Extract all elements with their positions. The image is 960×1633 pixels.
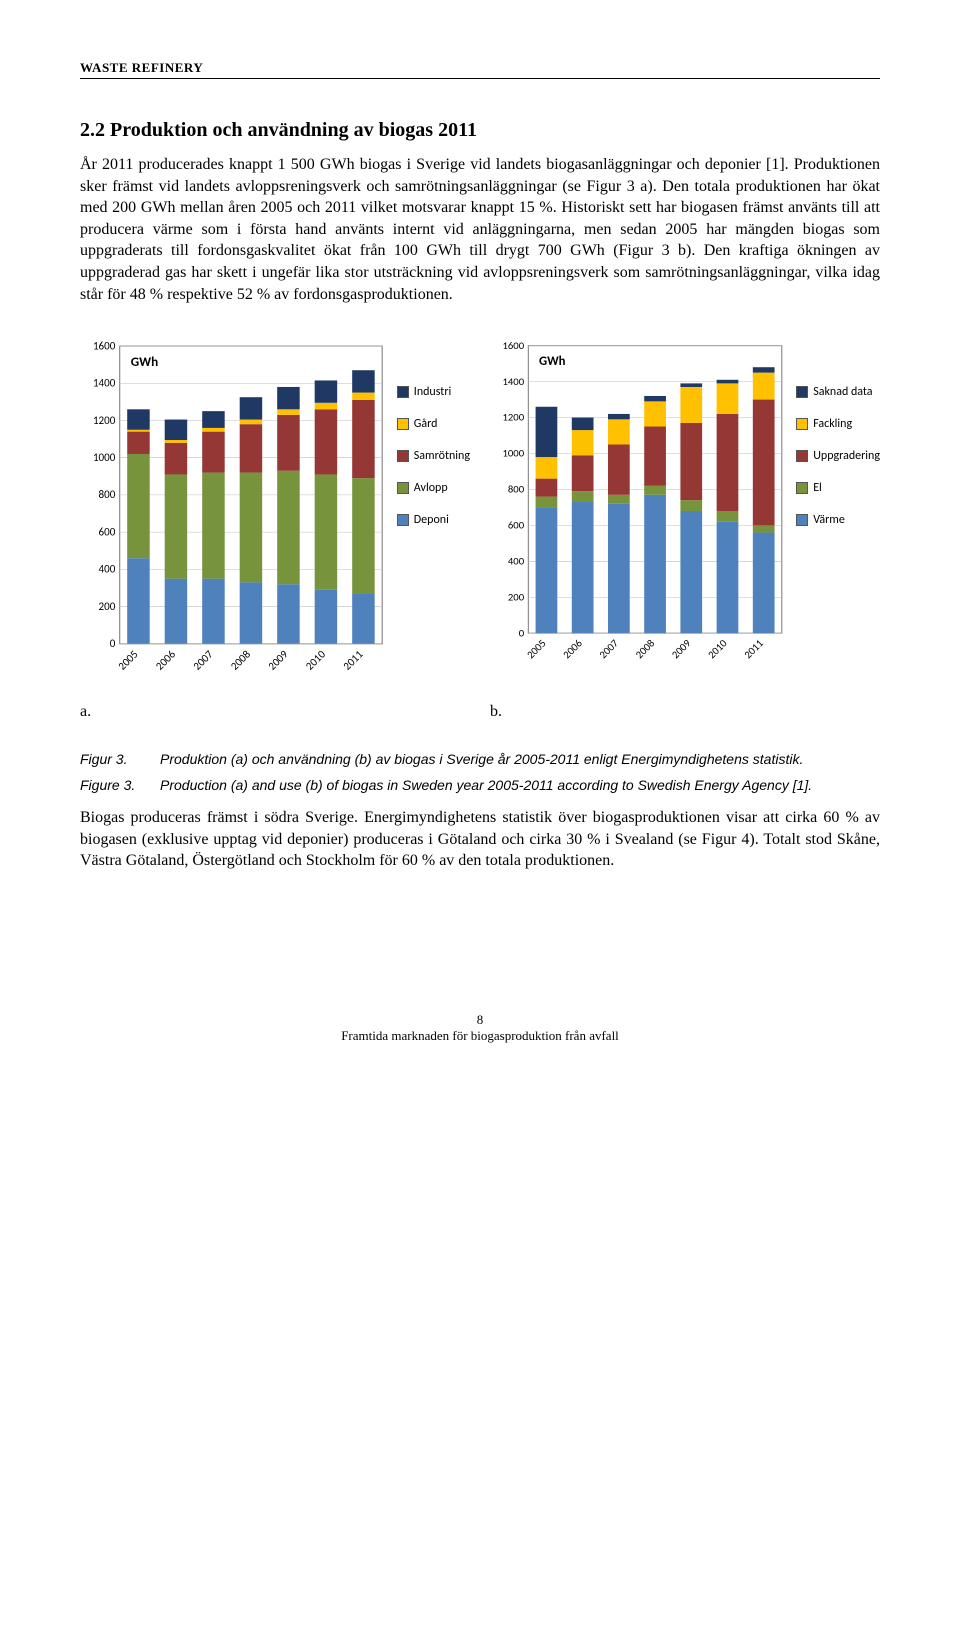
legend-swatch [796, 482, 808, 494]
svg-text:0: 0 [519, 627, 525, 640]
paragraph-1: År 2011 producerades knappt 1 500 GWh bi… [80, 154, 880, 305]
legend-item: Industri [397, 385, 470, 399]
legend-swatch [397, 514, 409, 526]
svg-text:2005: 2005 [524, 637, 548, 661]
legend-swatch [397, 482, 409, 494]
legend-swatch [796, 418, 808, 430]
legend-item: Samrötning [397, 449, 470, 463]
svg-text:2006: 2006 [560, 636, 585, 661]
legend-item: El [796, 481, 880, 495]
chart-a: 0 200 400 600 800 1000 1200 1400 1600 GWh 2005 2006… [80, 335, 389, 693]
section-title: 2.2 Produktion och användning av biogas … [80, 119, 880, 142]
legend-item: Värme [796, 513, 880, 527]
svg-text:2007: 2007 [597, 636, 622, 661]
legend-label: Fackling [813, 417, 852, 431]
legend-item: Fackling [796, 417, 880, 431]
svg-text:GWh: GWh [539, 354, 566, 369]
sublabel-b: b. [490, 703, 880, 721]
chart-a-legend: Industri Gård Samrötning Avlopp Deponi [397, 335, 470, 693]
svg-text:1200: 1200 [93, 414, 116, 427]
svg-text:1400: 1400 [503, 375, 525, 388]
legend-label: Deponi [414, 513, 449, 527]
svg-text:1000: 1000 [503, 447, 525, 460]
svg-text:1000: 1000 [93, 451, 116, 464]
svg-text:2006: 2006 [153, 648, 178, 673]
svg-text:2011: 2011 [341, 648, 366, 673]
page-header: WASTE REFINERY [80, 60, 880, 79]
svg-text:800: 800 [99, 488, 116, 501]
figure3-label: Figure 3. [80, 777, 160, 793]
figure3-text: Production (a) and use (b) of biogas in … [160, 777, 880, 793]
sublabel-a: a. [80, 703, 470, 721]
svg-text:2010: 2010 [705, 636, 730, 661]
legend-label: Samrötning [414, 449, 470, 463]
legend-label: Värme [813, 513, 845, 527]
svg-text:200: 200 [99, 600, 116, 613]
svg-text:1600: 1600 [93, 339, 116, 352]
svg-text:400: 400 [99, 563, 116, 576]
svg-text:2011: 2011 [741, 637, 765, 661]
legend-label: El [813, 481, 822, 495]
legend-swatch [397, 386, 409, 398]
chart-sublabels: a. b. [80, 703, 880, 721]
chart-a-block: 0 200 400 600 800 1000 1200 1400 1600 GWh 2005 2006… [80, 335, 470, 693]
page-number: 8 [80, 1012, 880, 1028]
figur3-label: Figur 3. [80, 751, 160, 767]
svg-text:200: 200 [508, 591, 525, 604]
svg-text:1600: 1600 [503, 339, 525, 352]
footer-text: Framtida marknaden för biogasproduktion … [80, 1028, 880, 1044]
figure3-caption-en: Figure 3. Production (a) and use (b) of … [80, 777, 880, 793]
legend-item: Deponi [397, 513, 470, 527]
svg-text:GWh: GWh [131, 353, 158, 370]
svg-text:2005: 2005 [116, 648, 141, 673]
svg-text:400: 400 [508, 555, 525, 568]
legend-label: Saknad data [813, 385, 872, 399]
figur3-text: Produktion (a) och användning (b) av bio… [160, 751, 880, 767]
svg-text:0: 0 [110, 637, 116, 650]
legend-label: Uppgradering [813, 449, 880, 463]
legend-swatch [397, 450, 409, 462]
paragraph-2: Biogas produceras främst i södra Sverige… [80, 807, 880, 872]
page-footer: 8 Framtida marknaden för biogasproduktio… [80, 1012, 880, 1044]
chart-b: 0 200 400 600 800 1000 1200 1400 1600 GWh 2005 2006… [490, 335, 788, 693]
legend-label: Avlopp [414, 481, 448, 495]
legend-item: Gård [397, 417, 470, 431]
legend-item: Uppgradering [796, 449, 880, 463]
svg-text:2010: 2010 [303, 648, 328, 673]
legend-swatch [796, 450, 808, 462]
svg-text:1400: 1400 [93, 377, 116, 390]
svg-text:2009: 2009 [266, 648, 291, 673]
chart-b-block: 0 200 400 600 800 1000 1200 1400 1600 GWh 2005 2006… [490, 335, 880, 693]
legend-swatch [397, 418, 409, 430]
charts-row: 02004006008001000120014001600GWh20052006… [80, 335, 880, 693]
legend-label: Gård [414, 417, 438, 431]
svg-text:2007: 2007 [191, 648, 216, 673]
legend-item: Avlopp [397, 481, 470, 495]
svg-text:2008: 2008 [633, 637, 657, 661]
legend-item: Saknad data [796, 385, 880, 399]
svg-text:1200: 1200 [503, 411, 525, 424]
svg-text:2009: 2009 [669, 636, 694, 661]
figur3-caption: Figur 3. Produktion (a) och användning (… [80, 751, 880, 767]
svg-text:800: 800 [508, 483, 525, 496]
svg-text:600: 600 [508, 519, 525, 532]
legend-label: Industri [414, 385, 451, 399]
svg-text:600: 600 [99, 526, 116, 539]
legend-swatch [796, 514, 808, 526]
chart-b-legend: Saknad data Fackling Uppgradering El Värme [796, 335, 880, 693]
svg-text:2008: 2008 [228, 648, 253, 673]
legend-swatch [796, 386, 808, 398]
